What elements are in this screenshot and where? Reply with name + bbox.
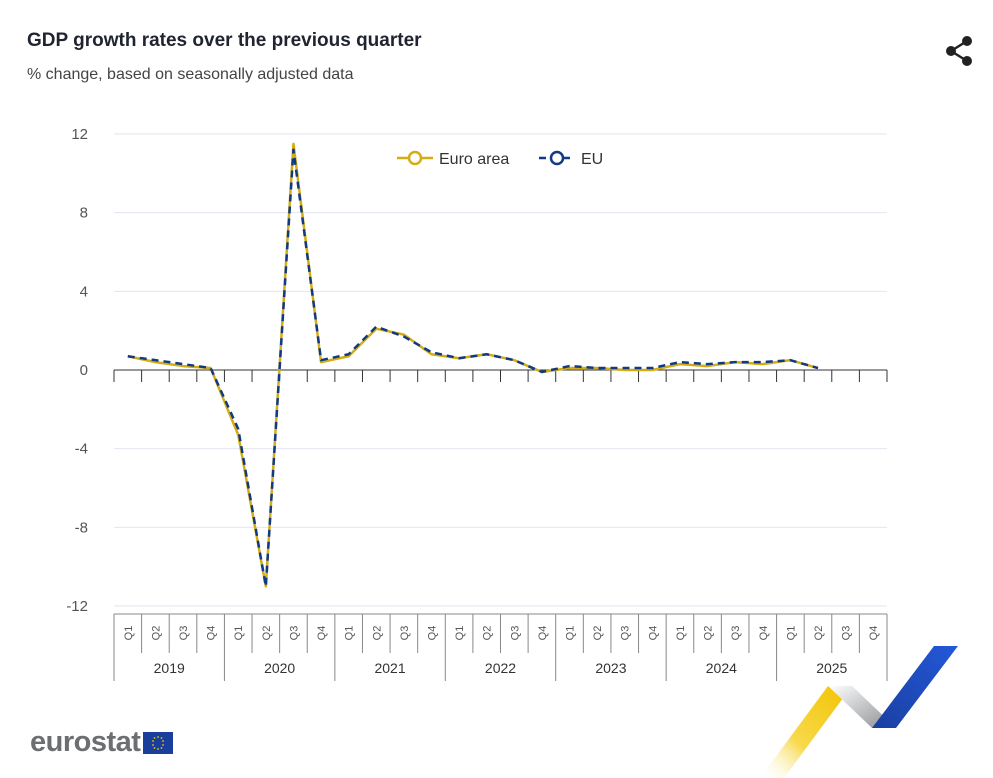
quarter-tick-label: Q2	[150, 626, 162, 641]
year-tick-label: 2024	[706, 660, 737, 676]
quarter-tick-label: Q2	[813, 626, 825, 641]
quarter-tick-label: Q1	[233, 626, 245, 641]
legend-label: Euro area	[439, 151, 509, 168]
legend-marker	[407, 150, 423, 166]
y-tick-label: -8	[75, 519, 88, 536]
eurostat-logo: eurostat	[30, 726, 174, 759]
quarter-tick-label: Q4	[316, 626, 328, 641]
y-tick-label: 0	[80, 362, 88, 379]
y-tick-label: 12	[71, 126, 88, 143]
quarter-tick-label: Q2	[703, 626, 715, 641]
quarter-tick-label: Q4	[206, 626, 218, 641]
quarter-tick-label: Q2	[371, 626, 383, 641]
decorative-ribbon	[760, 646, 958, 778]
quarter-tick-label: Q3	[399, 626, 411, 641]
legend-item-euro-area[interactable]: Euro area	[397, 150, 509, 168]
series-line-eu	[127, 148, 819, 588]
y-tick-label: 8	[80, 205, 88, 222]
y-tick-label: -4	[75, 441, 88, 458]
quarter-tick-label: Q4	[537, 626, 549, 641]
year-tick-label: 2025	[816, 660, 847, 676]
quarter-tick-label: Q4	[647, 626, 659, 641]
quarter-tick-label: Q3	[620, 626, 632, 641]
quarter-tick-label: Q1	[344, 626, 356, 641]
quarter-tick-label: Q2	[592, 626, 604, 641]
quarter-tick-label: Q1	[675, 626, 687, 641]
quarter-tick-label: Q1	[785, 626, 797, 641]
series-line-euro-area	[127, 142, 819, 588]
eu-flag-icon	[143, 731, 174, 754]
y-tick-label: 4	[80, 283, 88, 300]
chart-subtitle: % change, based on seasonally adjusted d…	[27, 66, 354, 83]
quarter-tick-label: Q3	[841, 626, 853, 641]
legend-item-eu[interactable]: EU	[539, 150, 603, 168]
quarter-tick-label: Q4	[426, 626, 438, 641]
logo-text: eurostat	[30, 726, 141, 758]
year-tick-label: 2019	[154, 660, 185, 676]
quarter-tick-label: Q2	[482, 626, 494, 641]
legend-label: EU	[581, 151, 603, 168]
quarter-tick-label: Q3	[178, 626, 190, 641]
y-tick-label: -12	[66, 598, 88, 615]
quarter-tick-label: Q1	[565, 626, 577, 641]
quarter-tick-label: Q4	[868, 626, 880, 641]
quarter-tick-label: Q3	[509, 626, 521, 641]
chart-title: GDP growth rates over the previous quart…	[27, 30, 422, 51]
year-tick-label: 2020	[264, 660, 295, 676]
quarter-tick-label: Q1	[454, 626, 466, 641]
legend-marker	[549, 150, 565, 166]
quarter-tick-label: Q4	[758, 626, 770, 641]
quarter-tick-label: Q1	[123, 626, 135, 641]
year-tick-label: 2023	[595, 660, 626, 676]
share-icon[interactable]	[941, 33, 977, 69]
year-tick-label: 2022	[485, 660, 516, 676]
quarter-tick-label: Q3	[730, 626, 742, 641]
quarter-tick-label: Q3	[288, 626, 300, 641]
quarter-tick-label: Q2	[261, 626, 273, 641]
year-tick-label: 2021	[374, 660, 405, 676]
